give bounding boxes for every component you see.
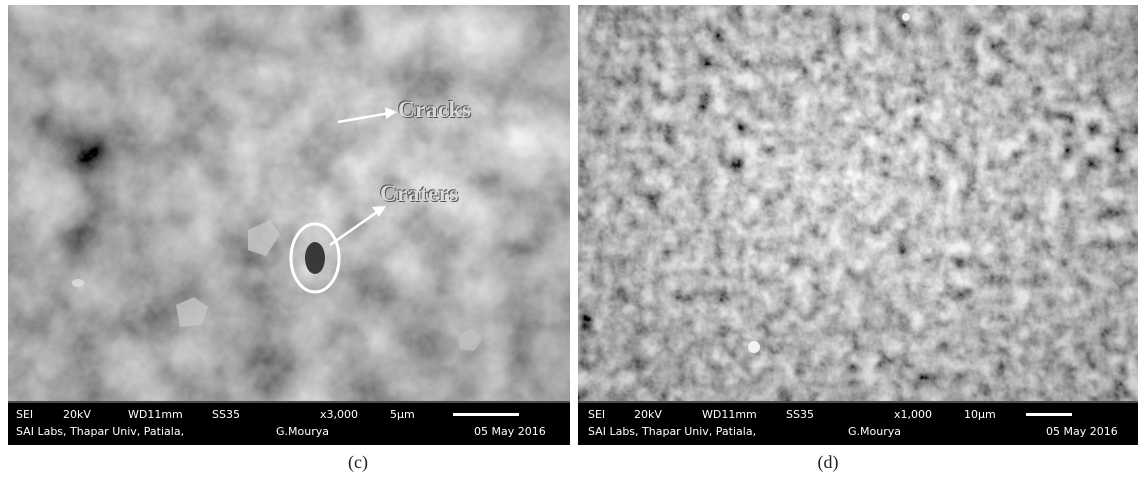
surface-particle [748,341,760,353]
accelerating-voltage: 20kV [634,408,662,421]
cracks-label: Cracks [398,97,472,122]
operator-name: G.Mourya [276,425,329,438]
lab-name: SAI Labs, Thapar Univ, Patiala, [588,425,757,438]
crater-highlight-ring [289,222,341,294]
scale-bar [1026,413,1072,416]
operator-name: G.Mourya [848,425,901,438]
cracks-arrow [337,111,391,124]
crater-pit [305,242,325,274]
scale-label: 5µm [390,408,415,421]
panel-caption-c: (c) [348,452,368,472]
craters-arrow-head [372,206,386,217]
magnification: x1,000 [894,408,933,421]
surface-particle [248,220,280,256]
craters-arrow [329,208,381,247]
surface-particle [902,13,910,21]
magnification: x3,000 [320,408,359,421]
capture-date: 05 May 2016 [474,425,546,438]
spot-size: SS35 [212,408,240,421]
sem-micrograph-c [8,5,570,401]
sem-panel-d: SEI 20kV WD11mm SS35 x1,000 10µm SAI Lab… [578,5,1138,445]
spot-size: SS35 [786,408,814,421]
imaging-mode: SEI [16,408,34,421]
surface-particle [458,329,482,351]
sem-micrograph-d [578,5,1138,401]
accelerating-voltage: 20kV [63,408,91,421]
imaging-mode: SEI [588,408,606,421]
surface-particle [72,279,84,287]
surface-particle [176,297,208,327]
capture-date: 05 May 2016 [1046,425,1118,438]
scale-label: 10µm [964,408,996,421]
working-distance: WD11mm [702,408,757,421]
sem-info-bar-c: SEI 20kV WD11mm SS35 x3,000 5µm SAI Labs… [8,403,570,445]
sem-info-bar-d: SEI 20kV WD11mm SS35 x1,000 10µm SAI Lab… [578,403,1138,445]
lab-name: SAI Labs, Thapar Univ, Patiala, [16,425,185,438]
cracks-arrow-head [385,107,397,119]
scale-bar [453,413,519,416]
panel-caption-d: (d) [817,452,839,472]
craters-label: Craters [380,181,459,206]
working-distance: WD11mm [128,408,183,421]
sem-panel-c: Cracks Craters SEI 20kV WD11mm SS35 x3,0… [8,5,570,445]
